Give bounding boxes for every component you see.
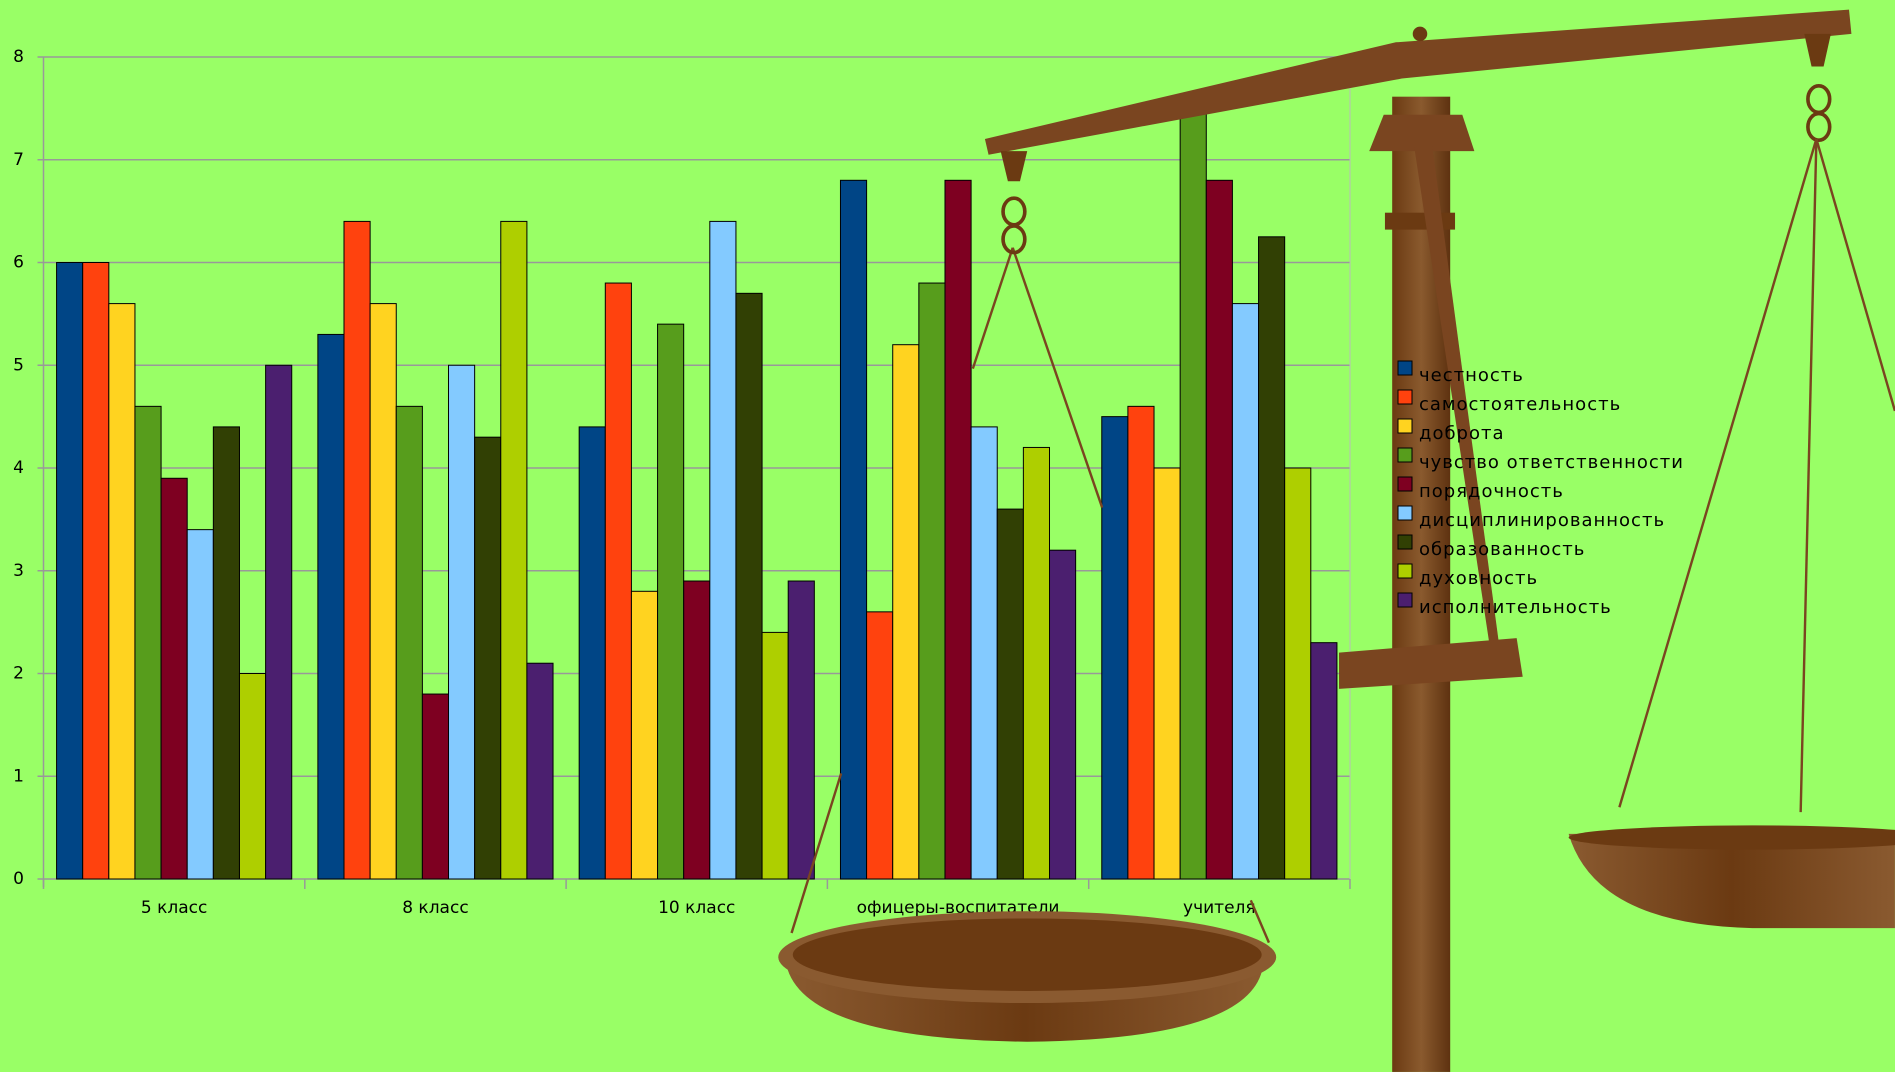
bar: [1232, 304, 1258, 879]
bar: [527, 663, 553, 879]
bar: [1285, 468, 1311, 879]
bar: [893, 345, 919, 879]
y-tick-label: 8: [13, 47, 24, 67]
x-tick-label: учителя: [1183, 898, 1256, 918]
legend-swatch: [1398, 390, 1412, 404]
bar: [1259, 237, 1285, 879]
bar: [422, 694, 448, 879]
bar: [83, 263, 109, 880]
y-tick-label: 1: [13, 766, 24, 786]
bar: [788, 581, 814, 879]
y-tick-label: 3: [13, 561, 24, 581]
y-tick-label: 6: [13, 253, 24, 273]
bar: [161, 478, 187, 879]
bar: [187, 530, 213, 879]
legend-swatch: [1398, 593, 1412, 607]
legend-label: доброта: [1419, 423, 1505, 444]
y-tick-label: 5: [13, 355, 24, 375]
legend-swatch: [1398, 506, 1412, 520]
bar: [57, 263, 83, 880]
legend-label: честность: [1419, 365, 1524, 386]
bar: [919, 283, 945, 879]
legend-label: чувство ответственности: [1419, 452, 1684, 473]
bar: [945, 180, 971, 879]
legend-label: дисциплинированность: [1419, 510, 1665, 531]
bar: [344, 221, 370, 879]
bar: [135, 406, 161, 879]
y-tick-label: 7: [13, 150, 24, 170]
bar: [605, 283, 631, 879]
legend-swatch: [1398, 361, 1412, 375]
legend-swatch: [1398, 564, 1412, 578]
bar: [1154, 468, 1180, 879]
bar: [762, 632, 788, 879]
pivot: [1413, 27, 1428, 42]
bar: [318, 334, 344, 879]
bar: [370, 304, 396, 879]
bar: [449, 365, 475, 879]
legend-label: духовность: [1419, 568, 1538, 589]
bar: [658, 324, 684, 879]
bar: [1128, 406, 1154, 879]
x-tick-label: 10 класс: [658, 898, 735, 918]
bar: [1050, 550, 1076, 879]
bar: [684, 581, 710, 879]
legend-swatch: [1398, 477, 1412, 491]
post-ring: [1385, 213, 1455, 230]
bar: [109, 304, 135, 879]
bar: [396, 406, 422, 879]
bar: [579, 427, 605, 879]
bar: [501, 221, 527, 879]
bar: [710, 221, 736, 879]
bar: [631, 591, 657, 879]
bar: [736, 293, 762, 879]
bar: [475, 437, 501, 879]
legend-label: исполнительность: [1419, 597, 1612, 618]
y-tick-label: 2: [13, 664, 24, 684]
bar: [1102, 417, 1128, 879]
bar: [1311, 643, 1337, 879]
bar: [239, 674, 265, 880]
x-tick-label: 5 класс: [141, 898, 207, 918]
bar: [266, 365, 292, 879]
bar: [997, 509, 1023, 879]
bar: [1206, 180, 1232, 879]
chart: 0123456785 класс8 класс10 классофицеры-в…: [0, 0, 1895, 1072]
bar: [840, 180, 866, 879]
legend-label: самостоятельность: [1419, 394, 1621, 415]
legend-swatch: [1398, 535, 1412, 549]
legend-label: образованность: [1419, 539, 1585, 560]
y-tick-label: 0: [13, 869, 24, 889]
legend-label: порядочность: [1419, 481, 1564, 502]
legend-swatch: [1398, 419, 1412, 433]
y-tick-label: 4: [13, 458, 24, 478]
bar: [1023, 447, 1049, 879]
left-pan-inner: [793, 918, 1262, 991]
x-tick-label: 8 класс: [402, 898, 468, 918]
legend-swatch: [1398, 448, 1412, 462]
bar: [213, 427, 239, 879]
bar: [1180, 98, 1206, 879]
bar: [867, 612, 893, 879]
bar: [971, 427, 997, 879]
